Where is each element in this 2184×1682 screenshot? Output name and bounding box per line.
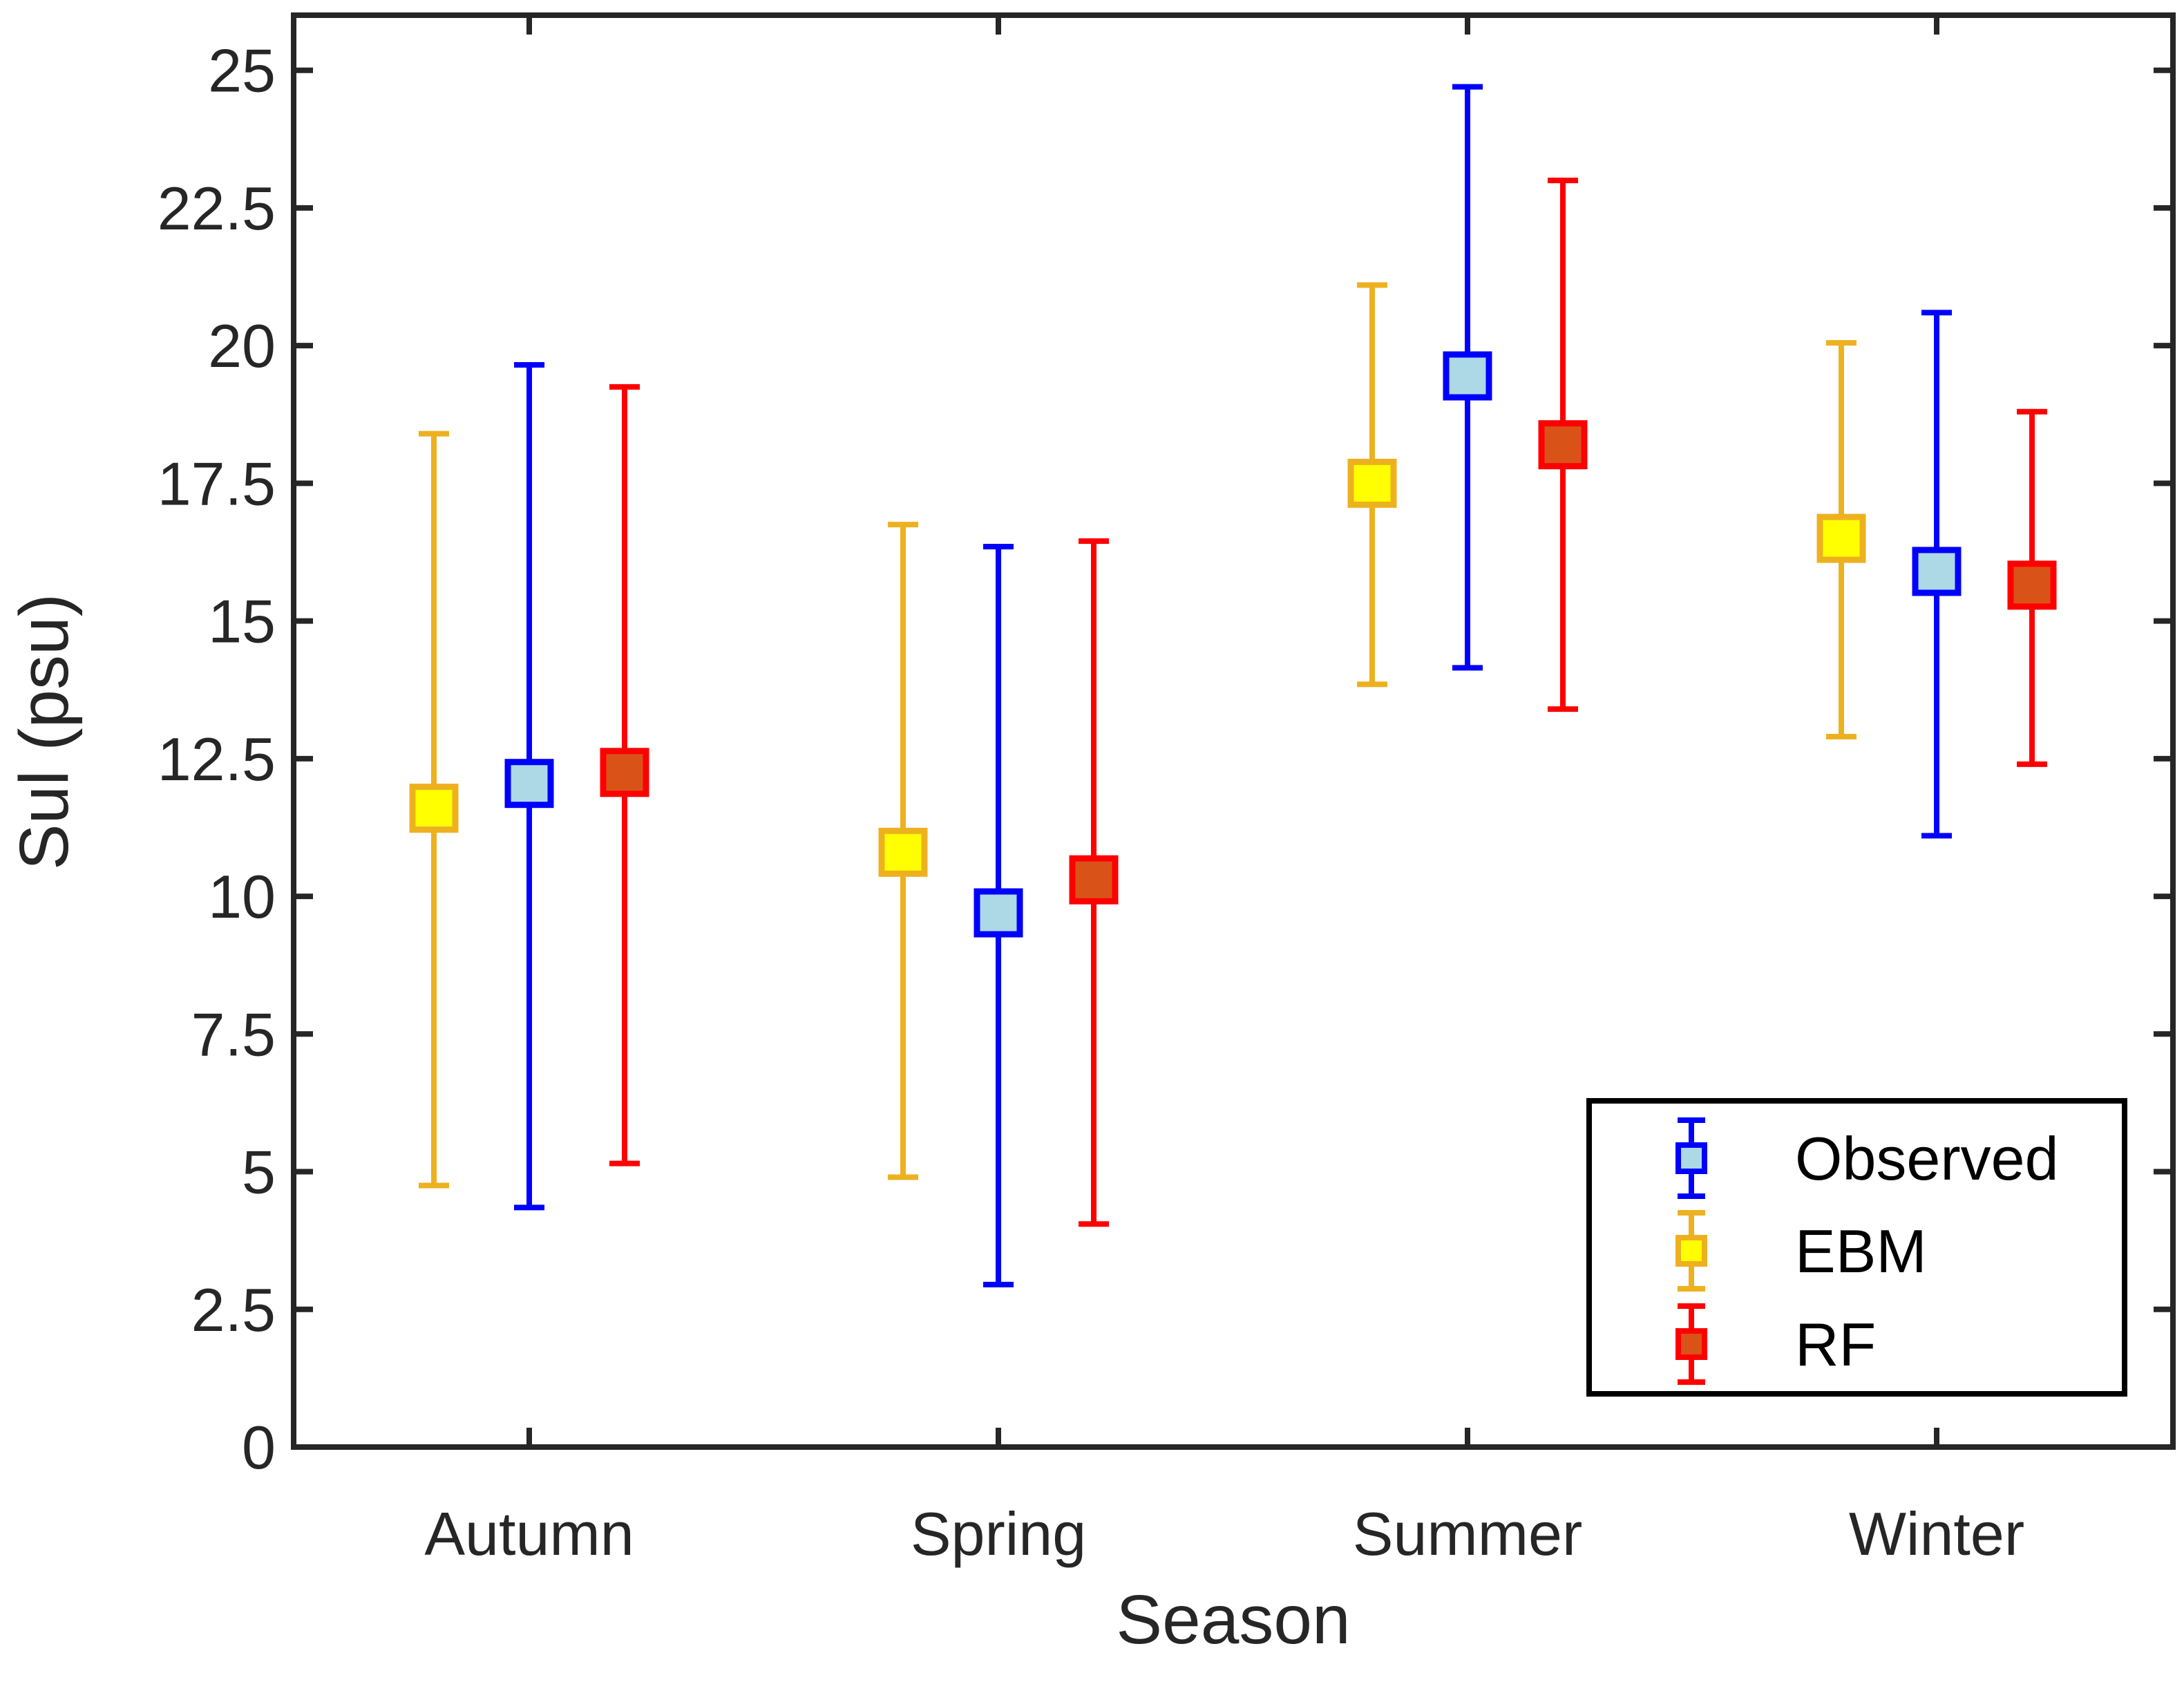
y-tick-label: 25 bbox=[208, 37, 276, 105]
legend-rf-label: RF bbox=[1795, 1310, 1876, 1379]
legend-observed-marker bbox=[1675, 1142, 1707, 1174]
observed-mean-marker bbox=[1443, 351, 1492, 401]
x-tick-label: Spring bbox=[911, 1500, 1086, 1568]
y-tick-label: 7.5 bbox=[191, 1000, 276, 1068]
y-tick-label: 22.5 bbox=[158, 174, 276, 243]
x-axis-label: Season bbox=[1116, 1581, 1350, 1659]
y-tick-label: 15 bbox=[208, 587, 276, 656]
y-tick-label: 2.5 bbox=[191, 1276, 276, 1344]
y-tick-label: 20 bbox=[208, 312, 276, 380]
y-tick-label: 5 bbox=[242, 1138, 276, 1207]
plot-frame bbox=[291, 12, 2176, 1450]
series-observed bbox=[504, 84, 1962, 1287]
legend-rf-marker bbox=[1675, 1328, 1707, 1360]
x-tick-label: Autumn bbox=[424, 1500, 634, 1568]
rf-mean-marker bbox=[1069, 855, 1119, 905]
observed-mean-marker bbox=[1912, 547, 1962, 596]
error-bars bbox=[409, 84, 2057, 1287]
rf-mean-marker bbox=[1538, 420, 1588, 470]
x-tick-label: Winter bbox=[1849, 1500, 2024, 1568]
rf-mean-marker bbox=[2007, 560, 2057, 610]
legend-item-ebm: EBM bbox=[1675, 1210, 1927, 1292]
ebm-mean-marker bbox=[878, 827, 928, 877]
y-tick-label: 0 bbox=[242, 1413, 276, 1482]
rf-mean-marker bbox=[600, 748, 649, 797]
legend-item-observed: Observed bbox=[1675, 1117, 2059, 1199]
y-tick-label: 10 bbox=[208, 862, 276, 931]
legend-observed-label: Observed bbox=[1795, 1124, 2059, 1193]
legend: Observed EBM RF bbox=[1586, 1098, 2127, 1397]
legend-ebm-label: EBM bbox=[1795, 1217, 1927, 1285]
observed-mean-marker bbox=[974, 888, 1023, 938]
x-tick-labels: Autumn Spring Summer Winter bbox=[424, 1500, 2024, 1568]
ebm-mean-marker bbox=[1347, 458, 1397, 508]
ebm-mean-marker bbox=[409, 784, 459, 833]
series-ebm bbox=[409, 282, 1866, 1189]
observed-mean-marker bbox=[504, 759, 554, 809]
axis-ticks bbox=[294, 15, 2173, 1450]
y-tick-labels: 0 2.5 5 7.5 10 12.5 15 17.5 20 22.5 25 bbox=[158, 37, 276, 1482]
legend-ebm-marker bbox=[1675, 1235, 1707, 1267]
y-axis-label: Sul (psu) bbox=[6, 594, 83, 870]
y-tick-label: 12.5 bbox=[158, 725, 276, 793]
series-rf bbox=[600, 178, 2057, 1227]
y-tick-label: 17.5 bbox=[158, 449, 276, 518]
x-tick-label: Summer bbox=[1353, 1500, 1583, 1568]
ebm-mean-marker bbox=[1816, 513, 1866, 563]
legend-item-rf: RF bbox=[1675, 1303, 1876, 1385]
